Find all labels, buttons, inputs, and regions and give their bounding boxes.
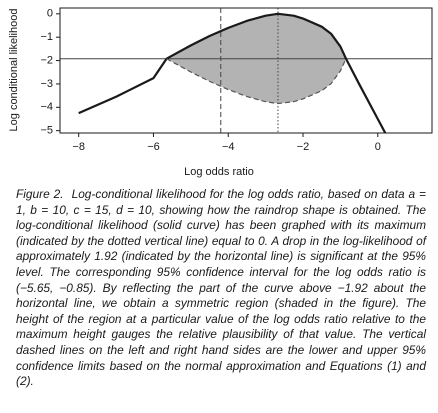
caption-text: Log-conditional likelihood for the log o… — [16, 187, 426, 389]
x-tick-label: −6 — [147, 141, 160, 153]
caption-label: Figure 2. — [16, 187, 64, 201]
plot-area — [60, 8, 432, 133]
x-tick-label: −2 — [297, 141, 310, 153]
series-line — [166, 58, 347, 105]
y-tick-label: 0 — [47, 8, 53, 20]
x-tick-label: −4 — [222, 141, 235, 153]
y-tick-label: −4 — [40, 101, 53, 113]
figure-caption: Figure 2. Log-conditional likelihood for … — [16, 187, 426, 390]
plot-frame — [59, 7, 433, 134]
x-tick-label: 0 — [375, 141, 381, 153]
chart: Log odds ratio Log conditional likelihoo… — [8, 7, 433, 178]
y-tick-label: −1 — [40, 31, 53, 43]
y-tick-label: −3 — [40, 78, 53, 90]
y-tick-label: −5 — [40, 125, 53, 137]
x-tick-label: −8 — [72, 141, 85, 153]
x-axis-label: Log odds ratio — [184, 166, 254, 178]
y-axis-label: Log conditional likelihood — [8, 9, 20, 132]
y-tick-label: −2 — [40, 54, 53, 66]
